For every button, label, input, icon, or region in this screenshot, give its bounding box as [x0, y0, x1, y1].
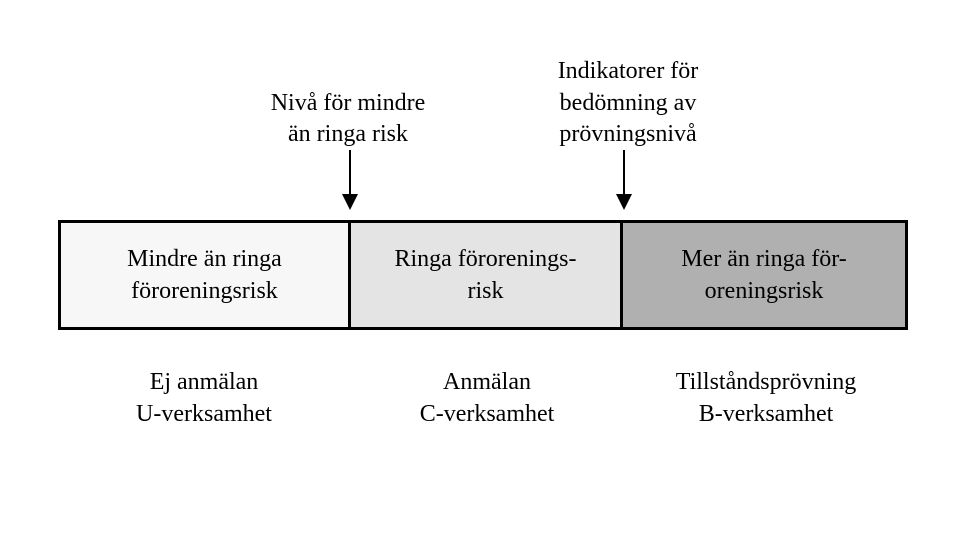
bottom-label-col1: Ej anmälan U-verksamhet: [58, 366, 350, 431]
bottom-col2-line1: Anmälan: [443, 369, 531, 395]
risk-box-high: Mer än ringa för- oreningsrisk: [623, 223, 905, 327]
risk-box-mid: Ringa föro­renings- risk: [351, 223, 623, 327]
bottom-col2-line2: C-verksamhet: [420, 401, 555, 427]
bottom-col3-line2: B-verksamhet: [699, 401, 834, 427]
risk-box-low: Mindre än ringa föroreningsrisk: [61, 223, 351, 327]
arrow-left-head: [342, 194, 358, 210]
bottom-col1-line1: Ej anmälan: [150, 369, 259, 395]
risk-box-mid-line1: Ringa föro­renings-: [394, 246, 576, 272]
top-label-row: Nivå för mindre än ringa risk Indikatore…: [58, 30, 908, 150]
bottom-label-row: Ej anmälan U-verksamhet Anmälan C-verksa…: [58, 366, 908, 431]
bottom-label-col2: Anmälan C-verksamhet: [350, 366, 624, 431]
risk-box-low-line2: föroreningsrisk: [131, 278, 278, 304]
bottom-col1-line2: U-verksamhet: [136, 401, 272, 427]
risk-box-row: Mindre än ringa föroreningsrisk Ringa fö…: [58, 220, 908, 330]
top-label-right-line3: prövningsnivå: [559, 121, 696, 147]
bottom-label-col3: Tillståndsprövning B-verksamhet: [624, 366, 908, 431]
top-label-left-line2: än ringa risk: [288, 121, 408, 147]
top-label-left-line1: Nivå för mindre: [271, 90, 426, 116]
risk-diagram: Nivå för mindre än ringa risk Indikatore…: [58, 30, 908, 431]
risk-box-low-line1: Mindre än ringa: [127, 246, 282, 272]
arrow-right-line: [623, 150, 625, 196]
bottom-col3-line1: Tillståndsprövning: [676, 369, 856, 395]
risk-box-high-line1: Mer än ringa för-: [681, 246, 846, 272]
risk-box-mid-line2: risk: [467, 278, 503, 304]
top-label-right-line1: Indikatorer för: [558, 58, 699, 84]
top-label-right: Indikatorer för bedömning av prövningsni…: [518, 56, 738, 150]
arrow-left-line: [349, 150, 351, 196]
top-label-left: Nivå för mindre än ringa risk: [238, 88, 458, 150]
risk-box-high-line2: oreningsrisk: [705, 278, 824, 304]
top-label-right-line2: bedömning av: [560, 90, 697, 116]
arrow-right-head: [616, 194, 632, 210]
arrow-row: [58, 150, 908, 220]
